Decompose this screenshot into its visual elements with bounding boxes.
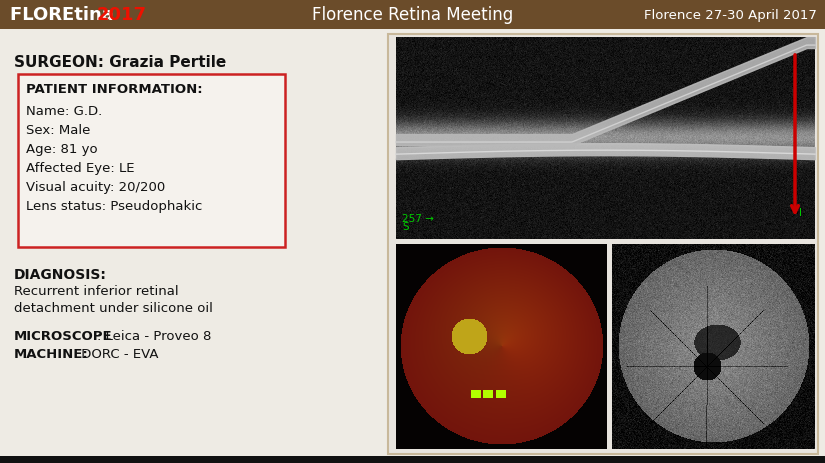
Text: Affected Eye: LE: Affected Eye: LE	[26, 162, 134, 175]
Text: PATIENT INFORMATION:: PATIENT INFORMATION:	[26, 83, 203, 96]
Bar	[0, 456, 825, 463]
Text: S: S	[402, 221, 408, 232]
Bar	[388, 35, 818, 454]
Text: detachment under silicone oil: detachment under silicone oil	[14, 301, 213, 314]
Text: I: I	[799, 207, 802, 218]
Text: Age: 81 yo: Age: 81 yo	[26, 143, 97, 156]
Text: Sex: Male: Sex: Male	[26, 124, 91, 137]
Text: Visual acuity: 20/200: Visual acuity: 20/200	[26, 181, 165, 194]
Text: MICROSCOPE: MICROSCOPE	[14, 329, 113, 342]
Text: Florence 27-30 April 2017: Florence 27-30 April 2017	[644, 8, 817, 21]
Text: DORC - EVA: DORC - EVA	[77, 347, 158, 360]
Text: SURGEON: Grazia Pertile: SURGEON: Grazia Pertile	[14, 55, 226, 70]
Text: Name: G.D.: Name: G.D.	[26, 105, 102, 118]
Text: Recurrent inferior retinal: Recurrent inferior retinal	[14, 284, 179, 297]
Bar	[396, 38, 815, 239]
Bar	[0, 0, 825, 30]
Text: FLOREtina: FLOREtina	[10, 6, 120, 24]
Text: 257 →: 257 →	[402, 213, 434, 224]
Text: MACHINE:: MACHINE:	[14, 347, 89, 360]
Text: DIAGNOSIS:: DIAGNOSIS:	[14, 268, 107, 282]
Text: 2017: 2017	[97, 6, 147, 24]
Bar	[396, 244, 607, 449]
Text: : Leica - Proveo 8: : Leica - Proveo 8	[97, 329, 211, 342]
Bar	[18, 75, 285, 247]
Text: Lens status: Pseudophakic: Lens status: Pseudophakic	[26, 200, 202, 213]
Text: Florence Retina Meeting: Florence Retina Meeting	[312, 6, 513, 24]
